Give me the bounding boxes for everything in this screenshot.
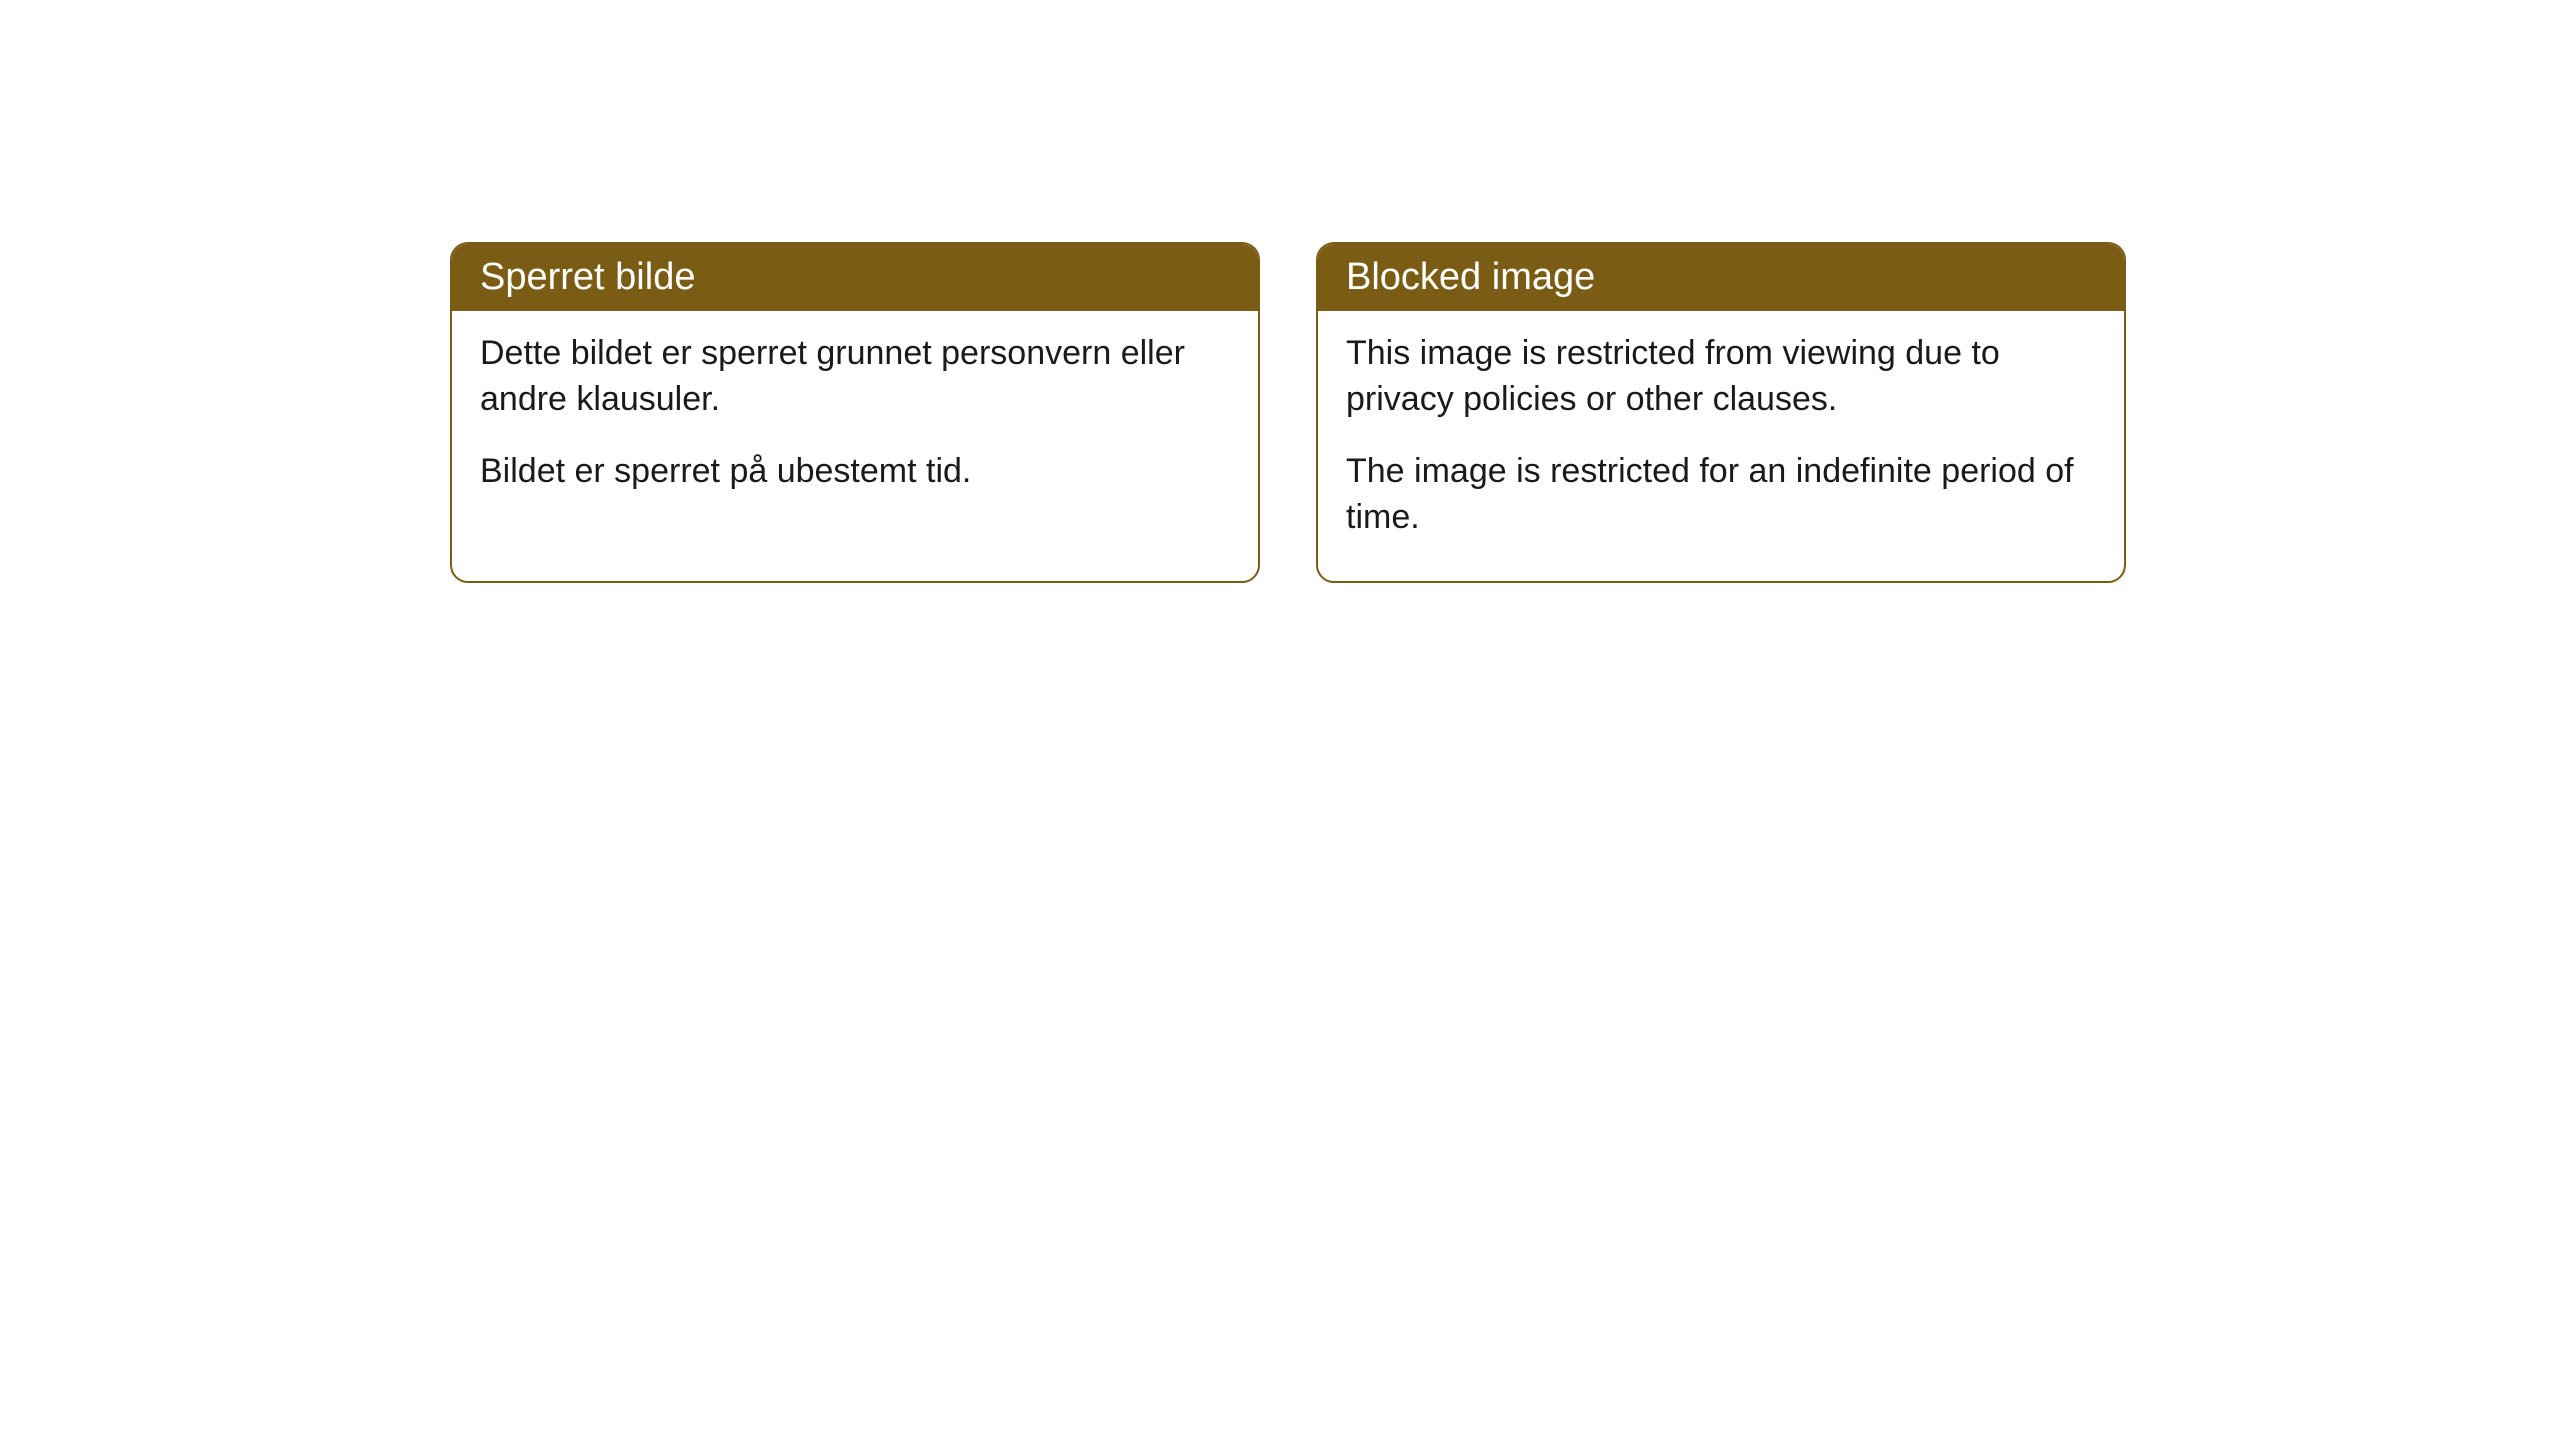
notice-card-text-line2: Bildet er sperret på ubestemt tid. [480,449,1230,495]
notice-card-body: This image is restricted from viewing du… [1318,311,2124,581]
notice-cards-container: Sperret bilde Dette bildet er sperret gr… [0,0,2560,583]
notice-card-norwegian: Sperret bilde Dette bildet er sperret gr… [450,242,1260,583]
notice-card-english: Blocked image This image is restricted f… [1316,242,2126,583]
notice-card-body: Dette bildet er sperret grunnet personve… [452,311,1258,535]
notice-card-text-line1: Dette bildet er sperret grunnet personve… [480,331,1230,423]
notice-card-header: Blocked image [1318,244,2124,311]
notice-card-text-line2: The image is restricted for an indefinit… [1346,449,2096,541]
notice-card-text-line1: This image is restricted from viewing du… [1346,331,2096,423]
notice-card-header: Sperret bilde [452,244,1258,311]
